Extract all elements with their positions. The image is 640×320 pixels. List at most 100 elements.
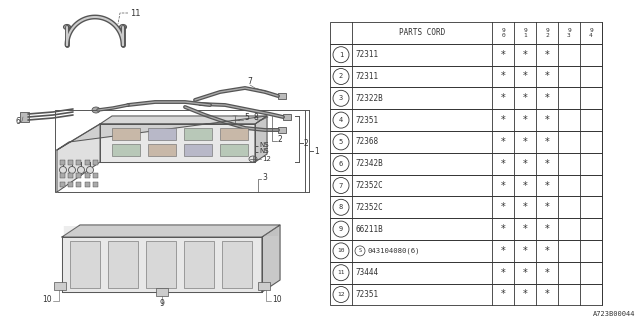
Text: 12: 12	[262, 156, 271, 162]
Text: *: *	[523, 71, 527, 82]
Bar	[55, 110, 305, 192]
Text: 9: 9	[159, 299, 164, 308]
Text: 2: 2	[304, 139, 308, 148]
Text: 4: 4	[87, 173, 91, 178]
Text: *: *	[545, 224, 549, 234]
Bar	[330, 44, 602, 66]
Bar	[330, 196, 602, 218]
Circle shape	[86, 166, 93, 173]
Circle shape	[333, 178, 349, 194]
Text: *: *	[500, 268, 506, 278]
Text: A723B00044: A723B00044	[593, 311, 635, 317]
Text: *: *	[545, 115, 549, 125]
Bar	[93, 173, 98, 178]
Circle shape	[333, 286, 349, 302]
Text: *: *	[523, 268, 527, 278]
Bar	[68, 160, 73, 165]
Text: *: *	[500, 159, 506, 169]
Circle shape	[333, 199, 349, 215]
Text: *: *	[500, 50, 506, 60]
Text: 9
3: 9 3	[567, 28, 571, 38]
Text: 11: 11	[337, 270, 345, 275]
Text: 7: 7	[247, 77, 252, 86]
Bar	[20, 112, 29, 122]
Bar	[184, 128, 212, 140]
Text: 10: 10	[42, 295, 52, 304]
Bar	[54, 282, 66, 290]
Text: *: *	[545, 290, 549, 300]
Text: 3: 3	[262, 173, 267, 182]
Text: 1: 1	[339, 52, 343, 58]
Text: 4: 4	[78, 173, 82, 178]
Text: 2: 2	[339, 74, 343, 79]
Text: NS: NS	[259, 148, 269, 154]
Circle shape	[333, 90, 349, 106]
Text: 72368: 72368	[356, 137, 379, 147]
Text: *: *	[500, 93, 506, 103]
Text: *: *	[545, 159, 549, 169]
Bar	[60, 173, 65, 178]
Bar	[258, 282, 270, 290]
Text: 72351: 72351	[356, 290, 379, 299]
Circle shape	[333, 221, 349, 237]
Text: *: *	[500, 180, 506, 190]
Polygon shape	[255, 116, 267, 162]
Bar	[330, 262, 602, 284]
Bar	[148, 144, 176, 156]
Polygon shape	[62, 237, 262, 292]
Text: *: *	[545, 137, 549, 147]
Text: *: *	[545, 180, 549, 190]
Text: *: *	[545, 202, 549, 212]
Text: *: *	[523, 115, 527, 125]
Bar	[330, 240, 602, 262]
Bar	[278, 93, 286, 99]
Text: 73444: 73444	[356, 268, 379, 277]
Ellipse shape	[120, 25, 127, 29]
Bar	[85, 182, 90, 187]
Polygon shape	[100, 124, 255, 162]
Text: 11: 11	[130, 9, 141, 18]
Bar	[330, 284, 602, 305]
Bar	[68, 173, 73, 178]
Text: *: *	[523, 224, 527, 234]
Text: 72352C: 72352C	[356, 181, 384, 190]
Text: *: *	[523, 246, 527, 256]
Text: *: *	[500, 202, 506, 212]
Bar	[148, 128, 176, 140]
Text: 9
4: 9 4	[589, 28, 593, 38]
Bar	[85, 173, 90, 178]
Polygon shape	[62, 225, 280, 237]
Text: *: *	[545, 246, 549, 256]
Circle shape	[355, 246, 365, 256]
Bar	[60, 160, 65, 165]
Bar	[85, 160, 90, 165]
Text: *: *	[523, 93, 527, 103]
Text: *: *	[545, 71, 549, 82]
Bar	[220, 144, 248, 156]
Text: *: *	[523, 137, 527, 147]
Text: *: *	[523, 202, 527, 212]
Text: *: *	[545, 268, 549, 278]
Text: 10: 10	[337, 248, 345, 253]
Bar	[108, 241, 138, 288]
Text: *: *	[523, 50, 527, 60]
Text: 9
0: 9 0	[501, 28, 505, 38]
Text: *: *	[500, 290, 506, 300]
Bar	[156, 288, 168, 296]
Text: *: *	[545, 93, 549, 103]
Bar	[330, 218, 602, 240]
Text: 9: 9	[339, 226, 343, 232]
Bar	[112, 144, 140, 156]
Text: *: *	[500, 71, 506, 82]
Text: 5: 5	[244, 113, 249, 122]
Bar	[76, 160, 81, 165]
Text: *: *	[523, 290, 527, 300]
Text: PARTS CORD: PARTS CORD	[399, 28, 445, 37]
Bar	[330, 109, 602, 131]
Text: 12: 12	[337, 292, 345, 297]
Text: *: *	[500, 224, 506, 234]
Text: 72352C: 72352C	[356, 203, 384, 212]
Text: 2: 2	[278, 135, 283, 144]
Circle shape	[60, 166, 67, 173]
Polygon shape	[100, 116, 267, 124]
